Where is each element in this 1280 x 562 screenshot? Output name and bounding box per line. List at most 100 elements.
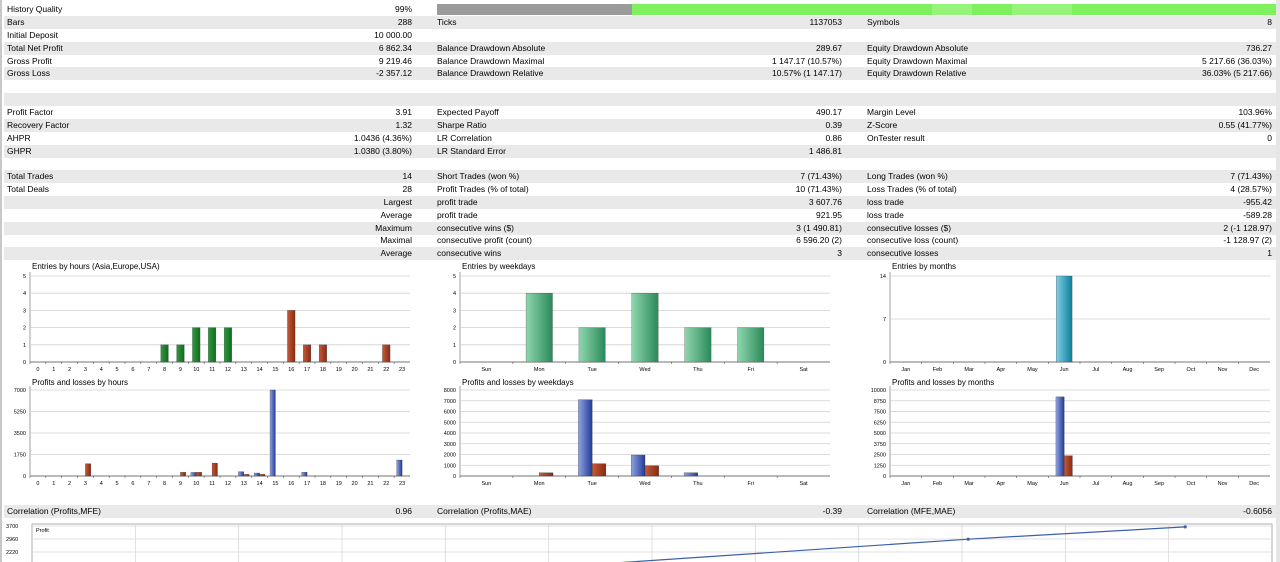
- chart-title: Profits and losses by months: [892, 378, 995, 387]
- x-tick-label: May: [1027, 481, 1038, 487]
- x-tick-label: 19: [336, 481, 342, 487]
- x-tick-label: 4: [100, 481, 103, 487]
- stat-value: 289.67: [816, 42, 842, 53]
- stat-value: 3 607.76: [808, 196, 842, 207]
- x-tick-label: 2: [68, 481, 71, 487]
- stat-label: Long Trades (won %): [867, 171, 948, 182]
- x-tick-label: Sat: [799, 481, 808, 487]
- stat-label: consecutive wins: [437, 248, 502, 259]
- stat-label: consecutive losses: [867, 248, 939, 259]
- x-tick-label: Nov: [1218, 481, 1228, 487]
- x-tick-label: 19: [336, 367, 342, 373]
- stat-value: 6 596.20 (2): [796, 235, 842, 246]
- stat-value: 1.0380 (3.80%): [353, 145, 412, 156]
- correlation-label: Correlation (Profits,MFE): [7, 506, 101, 516]
- correlation-value: 0.96: [395, 506, 412, 516]
- chart-title: Profits and losses by weekdays: [462, 378, 574, 387]
- y-tick-label: 3750: [874, 442, 886, 448]
- stat-row-prefix: Maximum: [375, 222, 412, 233]
- x-tick-label: Jul: [1092, 367, 1099, 373]
- bar: [1056, 275, 1073, 363]
- x-tick-label: 10: [193, 367, 199, 373]
- stat-value: 9 219.46: [378, 55, 412, 66]
- stat-label: Loss Trades (% of total): [867, 184, 957, 195]
- y-tick-label: 2220: [6, 550, 18, 556]
- bar: [287, 310, 296, 363]
- chart-4: Profits and losses by weekdays 0 1000 2000 3…: [436, 378, 830, 490]
- x-tick-label: May: [1027, 367, 1038, 373]
- stat-value: 1 486.81: [808, 145, 842, 156]
- vertical-scrollbar[interactable]: [1276, 0, 1280, 562]
- stat-label: Total Net Profit: [7, 42, 63, 53]
- bar: [160, 344, 169, 363]
- stat-label: AHPR: [7, 132, 31, 143]
- stats-row: Bars 288 Ticks 1137053 Symbols 8: [4, 16, 1278, 29]
- stat-value: 0.39: [825, 119, 842, 130]
- x-tick-label: Aug: [1123, 481, 1133, 487]
- x-tick-label: Feb: [933, 481, 942, 487]
- stat-value: -1 128.97 (2): [1223, 235, 1272, 246]
- bar: [301, 472, 308, 477]
- bar: [208, 327, 217, 363]
- stats-row: [4, 93, 1278, 107]
- stat-label: Equity Drawdown Maximal: [867, 55, 968, 66]
- stat-label: profit trade: [437, 209, 478, 220]
- stats-row: Gross Profit 9 219.46 Balance Drawdown Max…: [4, 55, 1278, 68]
- stat-value: 736.27: [1246, 42, 1272, 53]
- stat-value: 1.32: [395, 119, 412, 130]
- x-tick-label: Dec: [1249, 367, 1259, 373]
- y-tick-label: 0: [883, 360, 886, 366]
- x-tick-label: Wed: [639, 367, 650, 373]
- stat-label: Margin Level: [867, 106, 916, 117]
- stat-value: 36.03% (5 217.66): [1202, 68, 1272, 79]
- stat-value: 3 (1 490.81): [796, 222, 842, 233]
- stat-label: Profit Trades (% of total): [437, 184, 529, 195]
- x-tick-label: 12: [225, 481, 231, 487]
- stat-value: -589.28: [1243, 209, 1272, 220]
- x-tick-label: 1: [52, 481, 55, 487]
- y-tick-label: 4: [453, 291, 456, 297]
- stat-row-prefix: Average: [380, 248, 412, 259]
- x-tick-label: 14: [257, 367, 263, 373]
- stat-value: 7 (71.43%): [800, 171, 842, 182]
- x-tick-label: 0: [36, 481, 39, 487]
- stat-label: OnTester result: [867, 132, 925, 143]
- stat-value: 10 000.00: [374, 29, 412, 40]
- y-tick-label: 10000: [871, 388, 886, 394]
- stat-value: 1.0436 (4.36%): [353, 132, 412, 143]
- x-tick-label: 22: [383, 481, 389, 487]
- x-tick-label: 3: [84, 481, 87, 487]
- correlation-label: Correlation (Profits,MAE): [437, 506, 532, 516]
- stat-value: -2 357.12: [376, 68, 412, 79]
- x-tick-label: Mon: [534, 367, 545, 373]
- stat-label: Total Deals: [7, 184, 50, 195]
- x-tick-label: Jan: [901, 481, 910, 487]
- x-tick-label: Feb: [933, 367, 942, 373]
- x-tick-label: Jun: [1060, 367, 1069, 373]
- stat-value: 7 (71.43%): [1230, 171, 1272, 182]
- history-quality-label: History Quality: [7, 4, 63, 14]
- chart-svg: 0 1 2 3 4 5 Sun Mon Tue Wed Thu Fri Sat: [453, 272, 830, 373]
- x-tick-label: Fri: [748, 367, 754, 373]
- stat-value: 4 (28.57%): [1230, 184, 1272, 195]
- stat-value: 5 217.66 (36.03%): [1202, 55, 1272, 66]
- stat-label: Equity Drawdown Absolute: [867, 42, 969, 53]
- bar: [254, 472, 260, 477]
- bar: [644, 465, 659, 477]
- stat-value: 0: [1267, 132, 1272, 143]
- stat-value: 14: [402, 171, 412, 182]
- chart-5: Profits and losses by months 0 1250 2500 375…: [866, 378, 1270, 490]
- stat-label: GHPR: [7, 145, 32, 156]
- bar: [591, 463, 607, 477]
- stat-value: 2 (-1 128.97): [1223, 222, 1272, 233]
- y-tick-label: 6000: [444, 410, 456, 416]
- y-tick-label: 8000: [444, 388, 456, 394]
- x-tick-label: 16: [288, 367, 294, 373]
- x-tick-label: Mar: [964, 481, 974, 487]
- y-tick-label: 0: [23, 474, 26, 480]
- bar: [631, 293, 659, 363]
- stat-label: consecutive profit (count): [437, 235, 532, 246]
- stat-value: 1: [1267, 248, 1272, 259]
- x-tick-label: 10: [193, 481, 199, 487]
- x-tick-label: Sat: [799, 367, 808, 373]
